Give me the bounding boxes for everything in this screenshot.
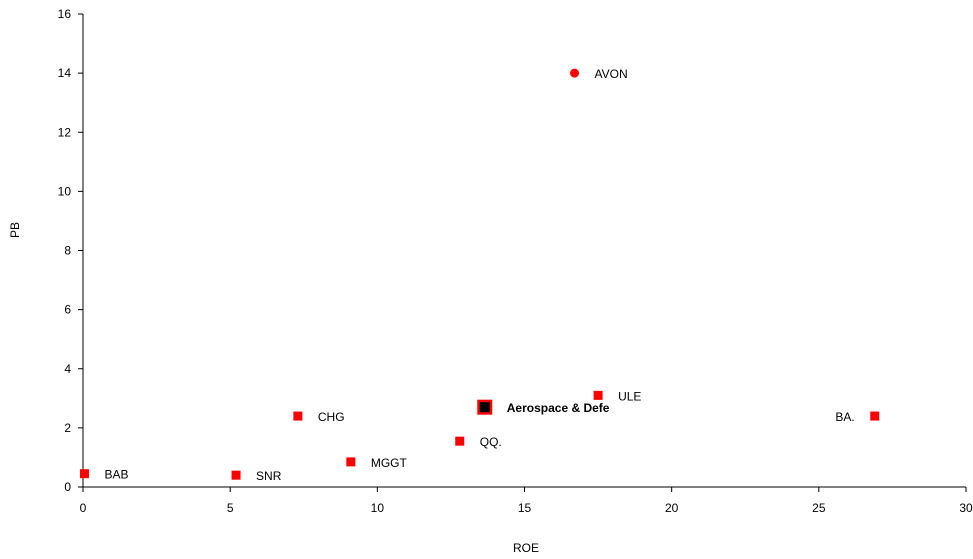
point-label: Aerospace & Defe: [507, 401, 610, 415]
point-chg: CHG: [293, 410, 345, 424]
point-marker: [346, 457, 356, 467]
point-label: SNR: [256, 469, 282, 483]
y-axis-title: PB: [8, 222, 22, 238]
y-tick-label: 6: [64, 303, 71, 317]
y-tick-label: 12: [58, 125, 72, 139]
point-marker: [570, 68, 580, 78]
y-tick-label: 16: [58, 7, 72, 21]
point-snr: SNR: [231, 469, 282, 483]
point-label: BA.: [835, 410, 854, 424]
point-label: MGGT: [371, 456, 408, 470]
point-label: AVON: [595, 67, 628, 81]
point-marker: [479, 402, 490, 413]
data-points: BAB SNR CHG MGGT QQ. Aerospace & Defe AVON ULE B…: [79, 67, 880, 483]
point-bab: BAB: [79, 468, 128, 482]
y-tick-label: 8: [64, 244, 71, 258]
point-label: BAB: [104, 468, 128, 482]
point-ule: ULE: [593, 389, 641, 403]
x-tick-label: 15: [518, 501, 532, 515]
y-tick-label: 14: [58, 66, 72, 80]
x-tick-label: 10: [371, 501, 385, 515]
y-tick-label: 2: [64, 421, 71, 435]
x-axis-title: ROE: [513, 541, 539, 555]
y-tick-label: 10: [58, 184, 72, 198]
point-label: QQ.: [480, 435, 502, 449]
axes: [82, 14, 966, 488]
point-marker: [231, 470, 241, 480]
point-label: ULE: [618, 389, 641, 403]
point-marker: [293, 411, 303, 421]
point-aerospace-defe: Aerospace & Defe: [477, 399, 610, 415]
x-tick-label: 20: [665, 501, 679, 515]
point-mggt: MGGT: [346, 456, 408, 470]
x-tick-label: 5: [227, 501, 234, 515]
point-marker: [870, 411, 880, 421]
point-qq: QQ.: [455, 435, 502, 449]
point-ba: BA.: [835, 410, 880, 424]
point-marker: [593, 390, 603, 400]
y-tick-label: 4: [64, 362, 71, 376]
point-label: CHG: [318, 410, 345, 424]
point-marker: [455, 436, 465, 446]
point-marker: [79, 469, 89, 479]
x-tick-label: 30: [959, 501, 973, 515]
x-tick-label: 0: [80, 501, 87, 515]
x-tick-label: 25: [812, 501, 826, 515]
y-tick-label: 0: [64, 480, 71, 494]
ticks: 0 2 4 6 8 10 12 14 16 0 5 10 15 20 25 30: [58, 7, 973, 515]
point-avon: AVON: [570, 67, 628, 81]
